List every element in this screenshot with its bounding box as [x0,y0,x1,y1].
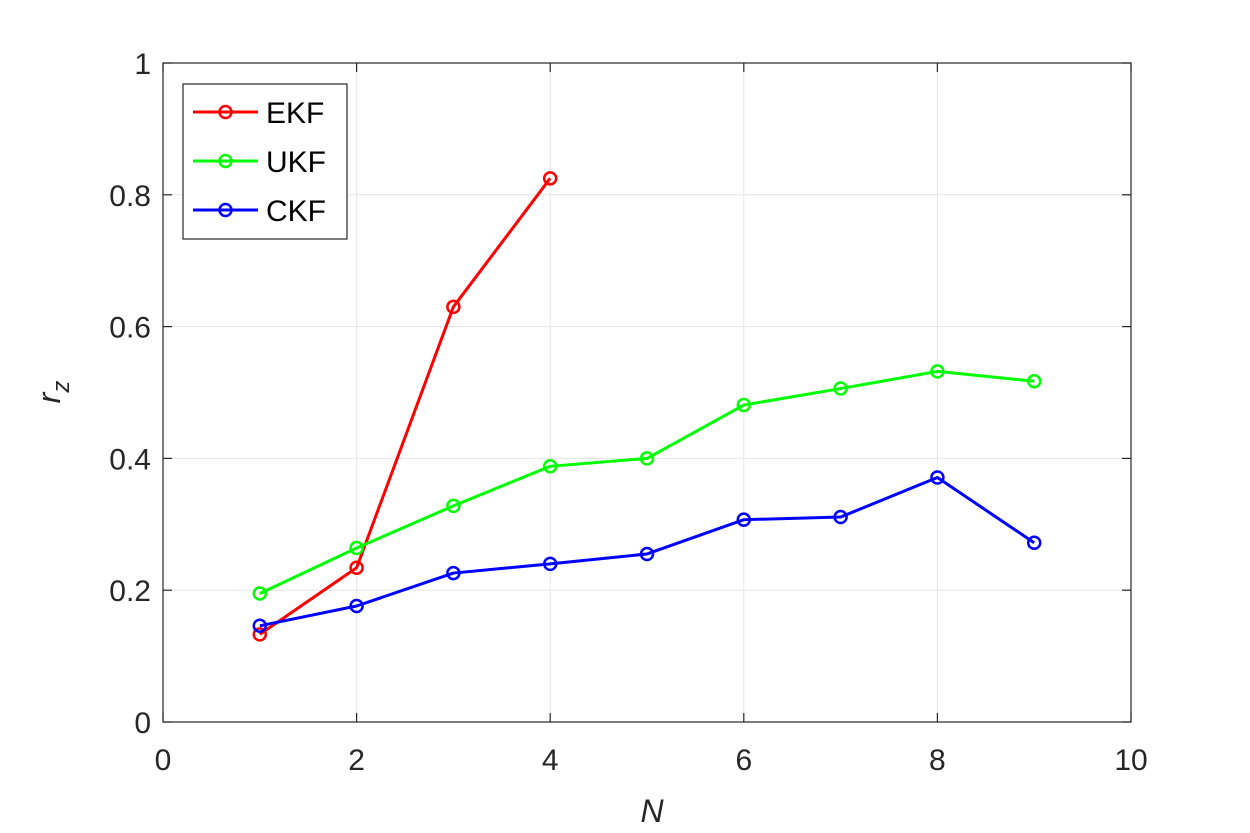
data-point-ukf [542,459,558,474]
data-point-ukf [930,364,945,379]
y-axis-label: rz [31,381,75,404]
y-tick-label: 0.8 [109,180,151,213]
series-line-ckf [259,476,1036,628]
data-point-ckf [252,618,268,634]
legend-label: EKF [266,97,324,130]
legend-label: UKF [266,146,326,179]
legend-entry-ekf: EKF [193,97,324,130]
series-ekf [252,171,558,642]
series-ckf [252,470,1042,634]
data-point-ekf [542,171,558,186]
data-point-ckf [930,470,945,485]
data-point-ckf [542,556,558,572]
data-point-ekf [349,560,364,576]
data-point-ekf [252,627,268,642]
data-point-ukf [446,498,461,514]
x-axis-label: N [640,793,664,829]
y-tick-label: 1 [134,48,151,81]
legend-entry-ckf: CKF [193,195,326,228]
x-tick-label: 4 [542,744,559,777]
data-point-ckf [1026,535,1042,551]
series-ukf [252,364,1042,601]
data-point-ckf [639,546,655,562]
axes [162,62,1132,723]
data-point-ukf [1026,374,1042,389]
y-axis-label-main: r [31,391,67,403]
y-tick-label: 0.2 [109,575,151,608]
legend-label: CKF [266,195,326,228]
y-tick-label: 0.4 [109,443,151,476]
x-tick-label: 2 [348,744,365,777]
legend-swatch-marker [218,104,233,120]
series-layer [252,171,1042,642]
y-tick-label: 0.6 [109,312,151,345]
data-point-ckf [833,509,848,525]
data-point-ukf [833,381,848,396]
data-point-ukf [736,397,752,413]
x-tick-label: 0 [155,744,172,777]
legend-swatch-marker [218,202,233,218]
y-axis-label-subscript: z [48,381,75,394]
data-point-ukf [349,540,364,556]
svg-text:rz: rz [31,381,75,404]
y-tick-label: 0 [134,707,151,740]
axes-box [162,62,1132,723]
data-point-ekf [446,299,461,315]
data-point-ukf [252,586,268,601]
legend-entry-ukf: UKF [193,146,326,179]
data-point-ckf [349,598,364,614]
legend: EKF UKF CKF [182,83,348,240]
x-tick-label: 10 [1114,744,1147,777]
tick-labels: 0 2 4 6 8 10 0 0.2 0.4 0.6 0.8 1 [109,48,1147,777]
legend-swatch-marker [218,153,233,169]
data-point-ckf [736,512,752,527]
series-line-ukf [259,369,1035,595]
data-point-ukf [639,451,655,466]
data-point-ckf [446,565,461,581]
x-tick-label: 6 [735,744,752,777]
x-tick-label: 8 [929,744,946,777]
series-line-ekf [258,177,552,636]
